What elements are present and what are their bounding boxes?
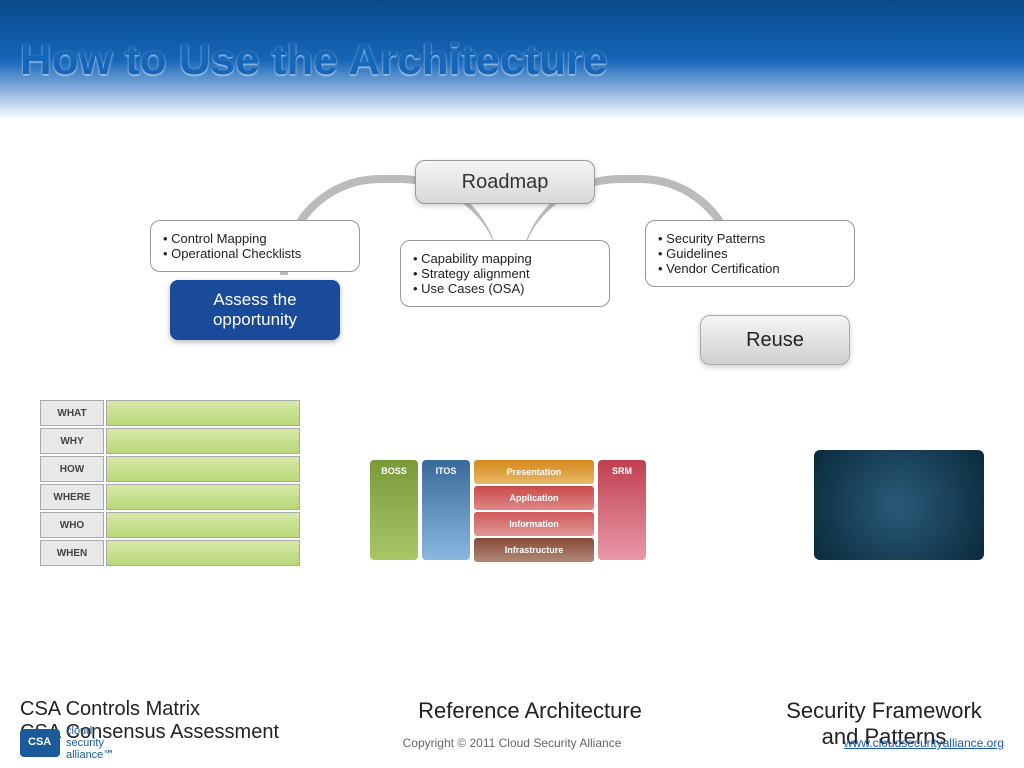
logo-text: cloud security alliance℠ [66,725,115,761]
logo-line: alliance℠ [66,749,115,761]
logo-line: security [66,737,115,749]
info-box-center: • Capability mapping • Strategy alignmen… [400,240,610,307]
z-what: WHAT [40,400,104,426]
reuse-node: Reuse [700,315,850,365]
z-cell [106,456,300,482]
lower-section: WHAT WHY HOW WHERE WHO WHEN BOSS ITOS Pr… [0,400,1024,660]
info-box-right: • Security Patterns • Guidelines • Vendo… [645,220,855,287]
stack: Presentation Application Information Inf… [474,460,594,580]
z-where: WHERE [40,484,104,510]
z-cell [106,484,300,510]
pillar-itos: ITOS [422,460,470,560]
stack-infrastructure: Infrastructure [474,538,594,562]
header-bar: How to Use the Architecture [0,0,1024,120]
footer-url[interactable]: www.cloudsecurityalliance.org [844,736,1004,750]
z-cell [106,428,300,454]
zachman-table: WHAT WHY HOW WHERE WHO WHEN [40,400,300,568]
roadmap-node: Roadmap [415,160,595,204]
z-cell [106,540,300,566]
info-box-left: • Control Mapping • Operational Checklis… [150,220,360,272]
globe-image [814,450,984,560]
bullet: • Guidelines [658,246,842,261]
z-cell [106,512,300,538]
stack-application: Application [474,486,594,510]
z-who: WHO [40,512,104,538]
assess-node: Assess the opportunity [170,280,340,340]
z-when: WHEN [40,540,104,566]
copyright-text: Copyright © 2011 Cloud Security Alliance [403,736,622,750]
pillar-boss: BOSS [370,460,418,560]
flow-diagram: Roadmap • Control Mapping • Operational … [0,120,1024,400]
bullet: • Use Cases (OSA) [413,281,597,296]
bullet: • Strategy alignment [413,266,597,281]
reference-architecture: BOSS ITOS Presentation Application Infor… [370,460,680,580]
page-title: How to Use the Architecture [20,35,608,85]
logo-badge-icon [20,729,60,757]
z-why: WHY [40,428,104,454]
bullet: • Security Patterns [658,231,842,246]
z-cell [106,400,300,426]
bullet: • Control Mapping [163,231,347,246]
bullet: • Operational Checklists [163,246,347,261]
pillar-srm: SRM [598,460,646,560]
stack-presentation: Presentation [474,460,594,484]
z-how: HOW [40,456,104,482]
csa-logo: cloud security alliance℠ [20,725,115,761]
bullet: • Vendor Certification [658,261,842,276]
bullet: • Capability mapping [413,251,597,266]
logo-line: cloud [66,725,115,737]
footer: cloud security alliance℠ Copyright © 201… [0,718,1024,768]
stack-information: Information [474,512,594,536]
